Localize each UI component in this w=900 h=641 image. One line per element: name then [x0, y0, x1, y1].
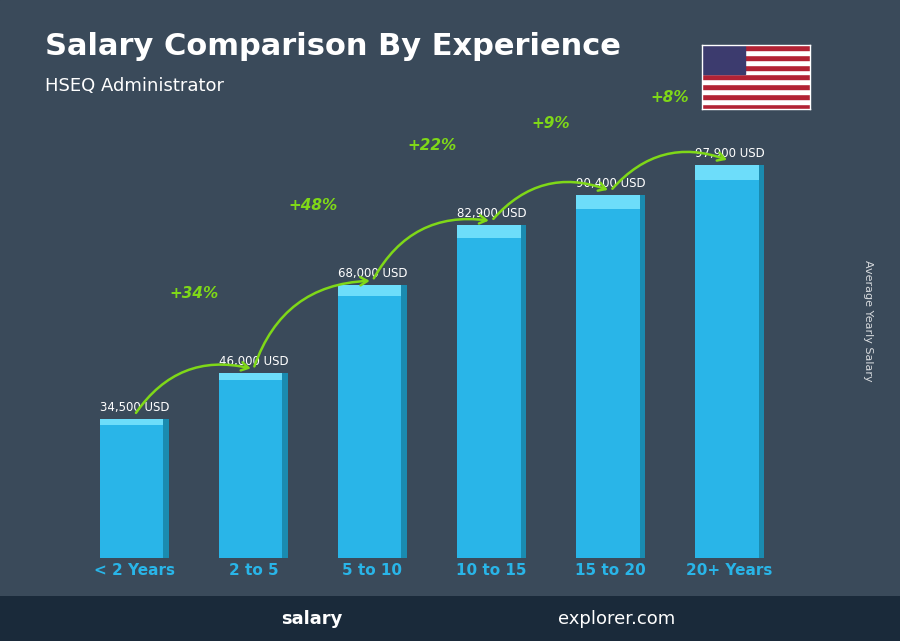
Bar	[576, 195, 645, 210]
Bar	[702, 50, 810, 54]
Bar	[695, 165, 764, 181]
Text: +22%: +22%	[408, 138, 456, 153]
Text: 46,000 USD: 46,000 USD	[219, 355, 288, 368]
Bar	[283, 373, 288, 558]
Text: Salary Comparison By Experience: Salary Comparison By Experience	[45, 32, 621, 61]
Bar	[695, 165, 764, 558]
Bar	[702, 89, 810, 94]
Bar	[457, 225, 526, 238]
Bar	[457, 225, 526, 558]
Bar	[702, 45, 810, 50]
Text: HSEQ Administrator: HSEQ Administrator	[45, 77, 224, 95]
Bar	[702, 69, 810, 74]
Bar	[702, 74, 810, 79]
Bar	[520, 225, 526, 558]
Text: +8%: +8%	[651, 90, 689, 104]
Bar	[702, 85, 810, 89]
Bar	[702, 65, 810, 69]
Text: explorer.com: explorer.com	[558, 610, 675, 628]
Text: +34%: +34%	[169, 286, 219, 301]
Bar	[702, 79, 810, 85]
Text: 97,900 USD: 97,900 USD	[695, 147, 764, 160]
Bar	[576, 195, 645, 558]
Text: +48%: +48%	[288, 197, 338, 213]
Bar	[702, 94, 810, 99]
Bar	[338, 285, 407, 558]
Text: 90,400 USD: 90,400 USD	[576, 177, 645, 190]
Bar	[759, 165, 764, 558]
Bar	[219, 373, 288, 558]
Bar	[100, 419, 169, 558]
Text: salary: salary	[281, 610, 342, 628]
Bar	[219, 373, 288, 381]
Bar	[338, 285, 407, 296]
Text: 68,000 USD: 68,000 USD	[338, 267, 407, 280]
Bar	[164, 419, 169, 558]
Bar	[100, 419, 169, 425]
Bar	[702, 104, 810, 109]
Bar	[640, 195, 645, 558]
Text: Average Yearly Salary: Average Yearly Salary	[863, 260, 873, 381]
Text: 34,500 USD: 34,500 USD	[100, 401, 169, 414]
Bar	[702, 45, 745, 74]
Text: +9%: +9%	[532, 115, 571, 131]
Text: 82,900 USD: 82,900 USD	[456, 207, 526, 220]
Bar	[401, 285, 407, 558]
Bar	[702, 99, 810, 104]
Bar	[702, 60, 810, 65]
Bar	[702, 54, 810, 60]
